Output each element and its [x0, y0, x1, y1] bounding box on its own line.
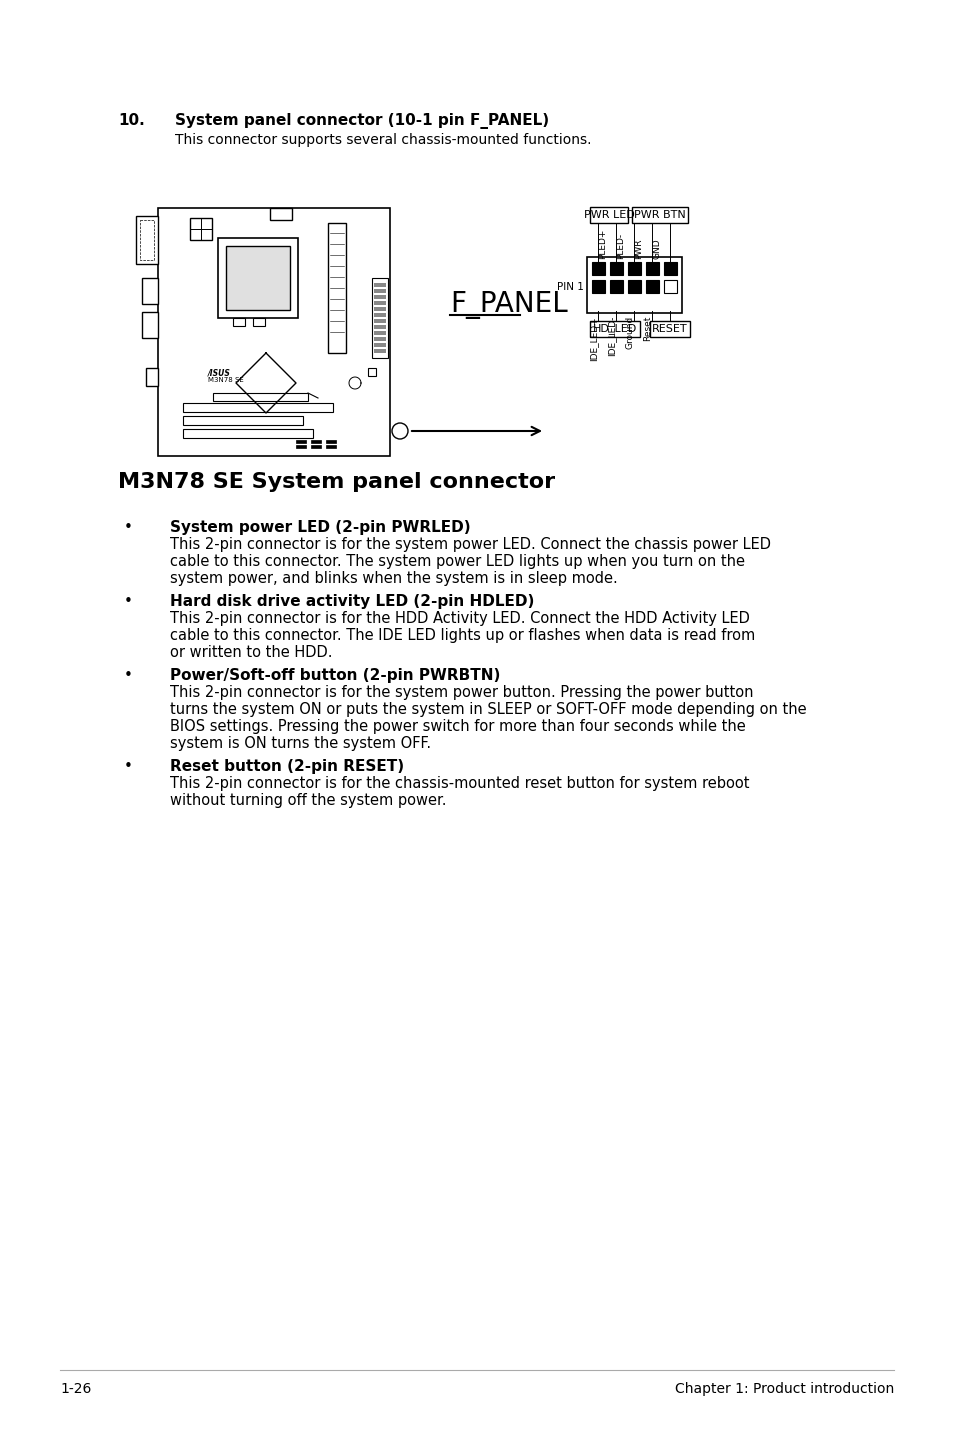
Bar: [374, 289, 386, 293]
Bar: [233, 318, 245, 326]
Circle shape: [392, 423, 408, 439]
Bar: [374, 313, 386, 316]
Text: This 2-pin connector is for the HDD Activity LED. Connect the HDD Activity LED: This 2-pin connector is for the HDD Acti…: [170, 611, 749, 626]
Bar: [270, 209, 292, 220]
Text: This connector supports several chassis-mounted functions.: This connector supports several chassis-…: [174, 132, 591, 147]
Text: IDE_LED+: IDE_LED+: [589, 316, 598, 361]
Text: M3N78 SE System panel connector: M3N78 SE System panel connector: [118, 472, 555, 492]
Text: Hard disk drive activity LED (2-pin HDLED): Hard disk drive activity LED (2-pin HDLE…: [170, 594, 534, 610]
Text: PWR BTN: PWR BTN: [634, 210, 685, 220]
Bar: [311, 440, 320, 443]
Bar: [226, 246, 290, 311]
Bar: [374, 331, 386, 335]
Bar: [663, 262, 677, 275]
Bar: [368, 368, 375, 375]
Bar: [140, 220, 153, 260]
Bar: [609, 262, 622, 275]
Bar: [663, 280, 677, 293]
Text: HD_LED: HD_LED: [592, 324, 637, 335]
Bar: [136, 216, 158, 265]
Bar: [645, 280, 659, 293]
Text: This 2-pin connector is for the system power button. Pressing the power button: This 2-pin connector is for the system p…: [170, 684, 753, 700]
Bar: [374, 319, 386, 324]
Bar: [190, 219, 212, 240]
Text: Reset button (2-pin RESET): Reset button (2-pin RESET): [170, 759, 404, 774]
Bar: [627, 262, 640, 275]
Bar: [326, 440, 335, 443]
Bar: [218, 239, 297, 318]
Bar: [158, 209, 390, 456]
Bar: [374, 344, 386, 347]
Bar: [586, 257, 681, 313]
Bar: [374, 336, 386, 341]
Bar: [142, 278, 158, 303]
Bar: [183, 416, 303, 426]
Bar: [142, 312, 158, 338]
Text: Power/Soft-off button (2-pin PWRBTN): Power/Soft-off button (2-pin PWRBTN): [170, 669, 500, 683]
Bar: [326, 444, 335, 449]
Bar: [372, 278, 388, 358]
Bar: [213, 393, 308, 401]
Bar: [592, 280, 604, 293]
Text: or written to the HDD.: or written to the HDD.: [170, 646, 333, 660]
Text: •: •: [124, 594, 132, 610]
Bar: [374, 295, 386, 299]
Bar: [631, 207, 687, 223]
Bar: [374, 301, 386, 305]
Bar: [627, 280, 640, 293]
Bar: [183, 429, 313, 439]
Text: PIN 1: PIN 1: [557, 282, 583, 292]
Text: PWR: PWR: [634, 239, 643, 259]
Text: turns the system ON or puts the system in SLEEP or SOFT-OFF mode depending on th: turns the system ON or puts the system i…: [170, 702, 806, 718]
Text: PLED-: PLED-: [616, 233, 625, 259]
Text: PLED+: PLED+: [598, 229, 607, 259]
Bar: [295, 444, 306, 449]
Text: BIOS settings. Pressing the power switch for more than four seconds while the: BIOS settings. Pressing the power switch…: [170, 719, 745, 733]
Text: system is ON turns the system OFF.: system is ON turns the system OFF.: [170, 736, 431, 751]
Bar: [592, 262, 604, 275]
Text: •: •: [124, 669, 132, 683]
Bar: [589, 321, 639, 336]
Bar: [311, 444, 320, 449]
Text: System power LED (2-pin PWRLED): System power LED (2-pin PWRLED): [170, 521, 470, 535]
Text: cable to this connector. The system power LED lights up when you turn on the: cable to this connector. The system powe…: [170, 554, 744, 569]
Bar: [253, 318, 265, 326]
Text: Reset: Reset: [643, 316, 652, 341]
Text: •: •: [124, 521, 132, 535]
Text: This 2-pin connector is for the chassis-mounted reset button for system reboot: This 2-pin connector is for the chassis-…: [170, 777, 749, 791]
Text: RESET: RESET: [652, 324, 687, 334]
Bar: [649, 321, 689, 336]
Text: 1-26: 1-26: [60, 1382, 91, 1396]
Text: GND: GND: [652, 239, 660, 259]
Text: Ground: Ground: [625, 316, 634, 349]
Text: without turning off the system power.: without turning off the system power.: [170, 792, 446, 808]
Text: Chapter 1: Product introduction: Chapter 1: Product introduction: [674, 1382, 893, 1396]
Text: IDE_LED-: IDE_LED-: [607, 316, 616, 357]
Text: F_PANEL: F_PANEL: [450, 290, 567, 319]
Bar: [589, 207, 627, 223]
Text: System panel connector (10-1 pin F_PANEL): System panel connector (10-1 pin F_PANEL…: [174, 114, 549, 129]
Text: cable to this connector. The IDE LED lights up or flashes when data is read from: cable to this connector. The IDE LED lig…: [170, 628, 755, 643]
Bar: [183, 403, 333, 413]
Bar: [374, 325, 386, 329]
Bar: [146, 368, 158, 385]
Bar: [645, 262, 659, 275]
Bar: [328, 223, 346, 352]
Text: 10.: 10.: [118, 114, 145, 128]
Bar: [374, 306, 386, 311]
Text: PWR LED: PWR LED: [583, 210, 634, 220]
Text: system power, and blinks when the system is in sleep mode.: system power, and blinks when the system…: [170, 571, 618, 587]
Bar: [374, 283, 386, 288]
Bar: [374, 349, 386, 352]
Text: /ISUS: /ISUS: [208, 368, 231, 377]
Bar: [609, 280, 622, 293]
Text: •: •: [124, 759, 132, 774]
Text: M3N78 SE: M3N78 SE: [208, 377, 244, 383]
Bar: [295, 440, 306, 443]
Text: This 2-pin connector is for the system power LED. Connect the chassis power LED: This 2-pin connector is for the system p…: [170, 536, 770, 552]
